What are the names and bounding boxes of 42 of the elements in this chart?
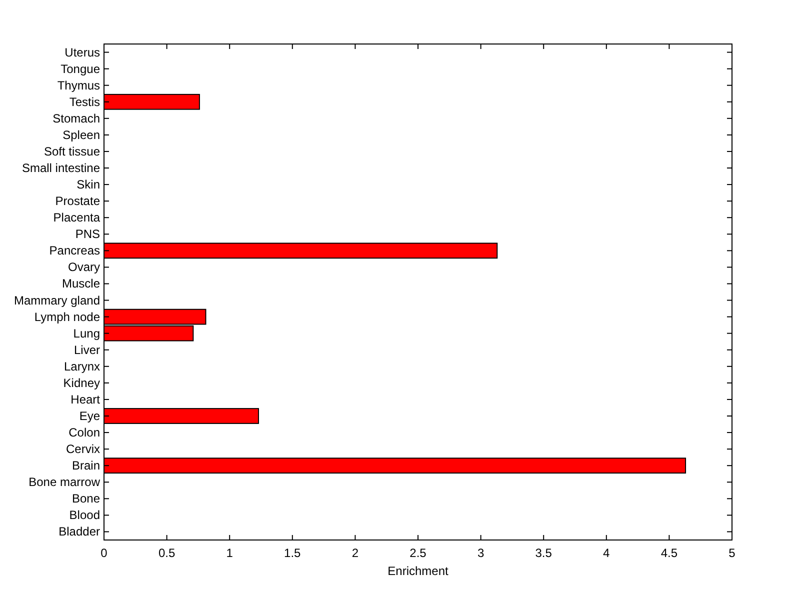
x-tick-label: 3.5 <box>535 546 552 560</box>
x-tick-label: 0 <box>100 546 108 560</box>
x-tick-label: 1.5 <box>284 546 302 560</box>
y-tick-label: Heart <box>70 392 101 406</box>
y-tick-label: Lymph node <box>34 310 100 324</box>
y-tick-label: Testis <box>69 94 100 109</box>
y-tick-label: PNS <box>75 227 100 242</box>
y-tick-label: Spleen <box>62 128 100 142</box>
y-tick-label: Tongue <box>60 62 100 76</box>
y-tick-label: Blood <box>69 508 100 522</box>
y-tick-label: Larynx <box>64 359 100 374</box>
y-tick-label: Bladder <box>58 524 100 539</box>
x-tick-label: 3 <box>477 546 484 560</box>
x-tick-label: 4.5 <box>660 546 678 560</box>
y-tick-label: Muscle <box>62 276 100 291</box>
y-tick-label: Ovary <box>68 260 100 274</box>
x-tick-label: 5 <box>728 546 736 560</box>
x-axis-title: Enrichment <box>388 564 450 578</box>
y-tick-label: Small intestine <box>22 161 100 175</box>
y-tick-label: Colon <box>68 426 100 440</box>
y-tick-label: Bone marrow <box>28 475 100 490</box>
x-tick-label: 0.5 <box>158 546 176 560</box>
y-tick-label: Eye <box>79 409 100 423</box>
x-tick-label: 4 <box>603 546 610 560</box>
x-tick-label: 2.5 <box>410 546 427 560</box>
y-tick-label: Lung <box>73 326 100 340</box>
x-tick-label: 2 <box>352 546 359 560</box>
x-tick-label: 1 <box>226 546 234 560</box>
y-tick-label: Cervix <box>66 442 100 456</box>
y-tick-label: Mammary gland <box>14 293 100 308</box>
y-tick-label: Soft tissue <box>44 144 100 158</box>
y-tick-label: Uterus <box>64 45 100 60</box>
y-tick-label: Brain <box>72 458 100 473</box>
y-tick-label: Stomach <box>52 111 100 126</box>
y-tick-label: Placenta <box>53 210 100 225</box>
y-tick-label: Kidney <box>63 376 100 390</box>
y-tick-label: Liver <box>74 342 100 357</box>
y-tick-label: Pancreas <box>49 244 100 258</box>
y-tick-label: Thymus <box>57 78 100 92</box>
y-tick-label: Bone <box>72 492 100 506</box>
y-tick-label: Prostate <box>55 194 100 208</box>
y-tick-label: Skin <box>76 178 100 192</box>
